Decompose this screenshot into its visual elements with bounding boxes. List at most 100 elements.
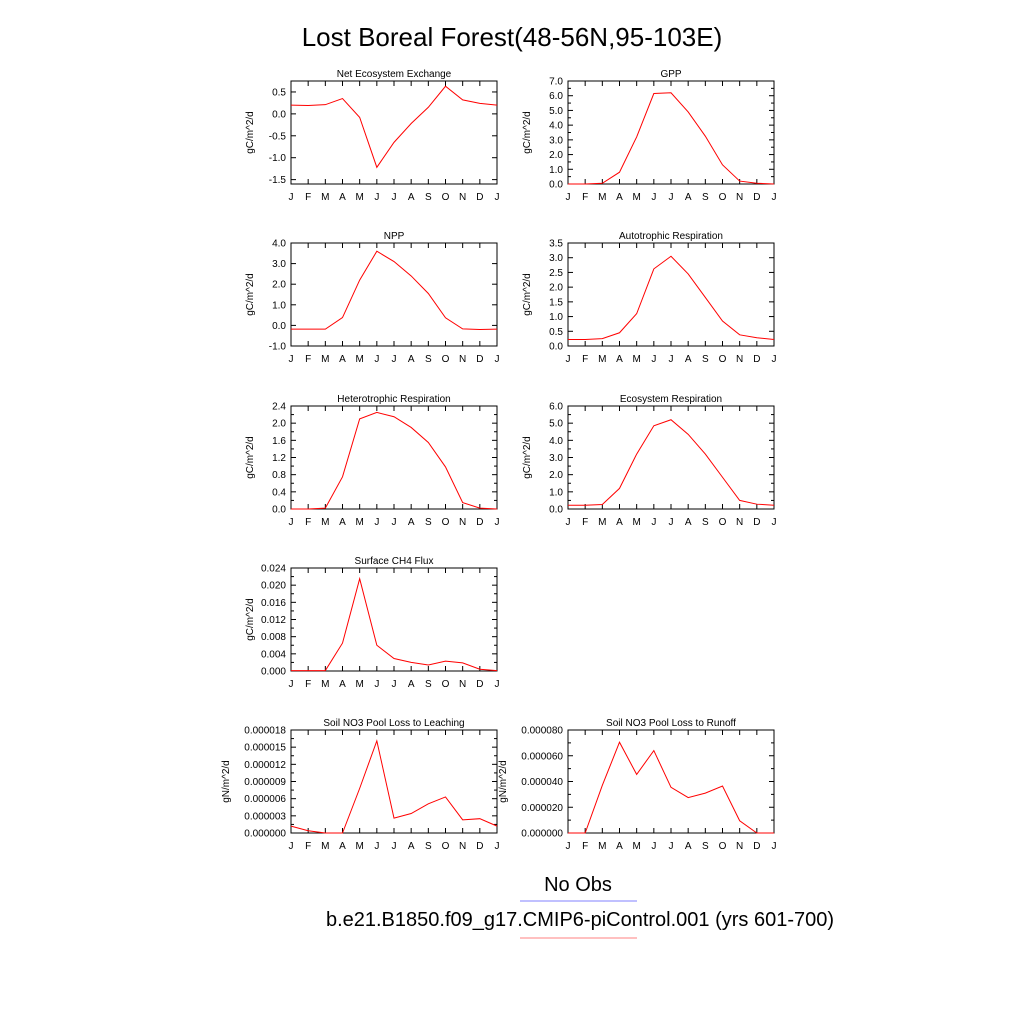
x-tick-label: J (669, 354, 674, 365)
x-tick-label: F (305, 517, 311, 528)
x-tick-label: J (392, 354, 397, 365)
y-tick-label: 0.0 (272, 321, 286, 332)
y-tick-label: 0.000009 (244, 777, 286, 788)
x-tick-label: D (753, 354, 760, 365)
plot-frame (290, 242, 498, 347)
y-axis-label: gC/m^2/d (522, 436, 533, 479)
x-tick-label: J (651, 517, 656, 528)
x-tick-label: D (476, 354, 483, 365)
y-tick-label: 1.5 (549, 297, 563, 308)
x-tick-label: D (476, 517, 483, 528)
y-tick-label: -1.0 (269, 153, 287, 164)
x-tick-label: A (616, 841, 623, 852)
series-line (568, 92, 775, 185)
x-tick-label: F (305, 841, 311, 852)
x-tick-label: N (459, 192, 466, 203)
y-tick-label: 1.0 (272, 300, 286, 311)
y-tick-label: -0.5 (269, 131, 287, 142)
x-tick-label: J (374, 841, 379, 852)
x-tick-label: O (442, 679, 450, 690)
y-tick-label: 0.016 (261, 598, 286, 609)
x-tick-label: S (702, 517, 709, 528)
x-tick-label: M (355, 679, 363, 690)
y-tick-label: 2.0 (272, 280, 286, 291)
y-tick-label: 0.000040 (521, 777, 563, 788)
series-line (290, 739, 498, 834)
x-tick-label: N (459, 841, 466, 852)
x-tick-label: O (442, 517, 450, 528)
y-tick-label: 0.004 (261, 649, 286, 660)
x-tick-label: S (425, 517, 432, 528)
x-tick-label: J (651, 354, 656, 365)
plot-frame (567, 242, 775, 347)
x-tick-label: S (702, 354, 709, 365)
x-tick-label: M (598, 192, 606, 203)
y-tick-label: 3.0 (549, 135, 563, 146)
x-tick-label: N (736, 354, 743, 365)
panel-grid: Net Ecosystem Exchange gC/m^2/d -1.5 -1.0 -0… (221, 69, 777, 852)
x-tick-label: N (459, 517, 466, 528)
y-tick-label: 0.0 (549, 342, 563, 353)
x-tick-label: M (632, 354, 640, 365)
x-tick-label: D (476, 679, 483, 690)
x-tick-label: S (425, 841, 432, 852)
x-tick-label: S (425, 192, 432, 203)
x-tick-label: M (598, 517, 606, 528)
y-tick-label: 4.0 (549, 121, 563, 132)
y-tick-label: 3.5 (549, 239, 563, 250)
panel-9: Soil NO3 Pool Loss to Leaching gN/m^2/d 0.… (221, 718, 500, 852)
y-tick-label: 0.8 (272, 470, 286, 481)
y-tick-label: 0.5 (272, 87, 286, 98)
x-tick-label: J (772, 192, 777, 203)
x-tick-label: J (495, 841, 500, 852)
x-tick-label: S (425, 354, 432, 365)
x-tick-label: J (374, 517, 379, 528)
plot-frame (290, 80, 498, 185)
panel-title: Heterotrophic Respiration (337, 394, 450, 405)
x-tick-label: A (616, 354, 623, 365)
series-line (568, 255, 775, 341)
x-tick-label: O (442, 354, 450, 365)
panel-title: Surface CH4 Flux (355, 556, 434, 567)
x-tick-label: J (566, 517, 571, 528)
plot-frame (567, 405, 775, 510)
y-axis-label: gC/m^2/d (522, 273, 533, 316)
x-tick-label: N (736, 192, 743, 203)
y-tick-label: 0.000000 (521, 829, 563, 840)
legend-model-label: b.e21.B1850.f09_g17.CMIP6-piControl.001 … (326, 909, 834, 931)
y-tick-label: 0.000 (261, 667, 286, 678)
y-tick-label: 0.0 (272, 505, 286, 516)
x-tick-label: J (669, 517, 674, 528)
x-tick-label: S (702, 192, 709, 203)
x-tick-label: M (355, 354, 363, 365)
x-tick-label: A (408, 679, 415, 690)
x-tick-label: M (321, 679, 329, 690)
x-tick-label: A (339, 679, 346, 690)
y-tick-label: 4.0 (549, 436, 563, 447)
series-line (291, 411, 498, 510)
x-tick-label: J (669, 192, 674, 203)
x-tick-label: S (702, 841, 709, 852)
x-tick-label: N (459, 679, 466, 690)
panel-title: Autotrophic Respiration (619, 231, 723, 242)
x-tick-label: J (651, 841, 656, 852)
x-tick-label: J (566, 192, 571, 203)
x-tick-label: A (408, 192, 415, 203)
y-tick-label: 0.0 (272, 109, 286, 120)
panel-title: Soil NO3 Pool Loss to Leaching (323, 718, 464, 729)
y-tick-label: 6.0 (549, 402, 563, 413)
main-title: Lost Boreal Forest(48-56N,95-103E) (302, 22, 723, 52)
y-tick-label: 0.000000 (244, 829, 286, 840)
y-tick-label: 0.000015 (244, 743, 286, 754)
x-tick-label: J (289, 354, 294, 365)
y-tick-label: 0.4 (272, 487, 286, 498)
x-tick-label: J (374, 354, 379, 365)
x-tick-label: M (321, 517, 329, 528)
x-tick-label: F (582, 517, 588, 528)
y-tick-label: 0.000060 (521, 751, 563, 762)
x-tick-label: J (772, 354, 777, 365)
x-tick-label: O (719, 354, 727, 365)
x-tick-label: J (289, 679, 294, 690)
y-tick-label: 2.0 (272, 419, 286, 430)
